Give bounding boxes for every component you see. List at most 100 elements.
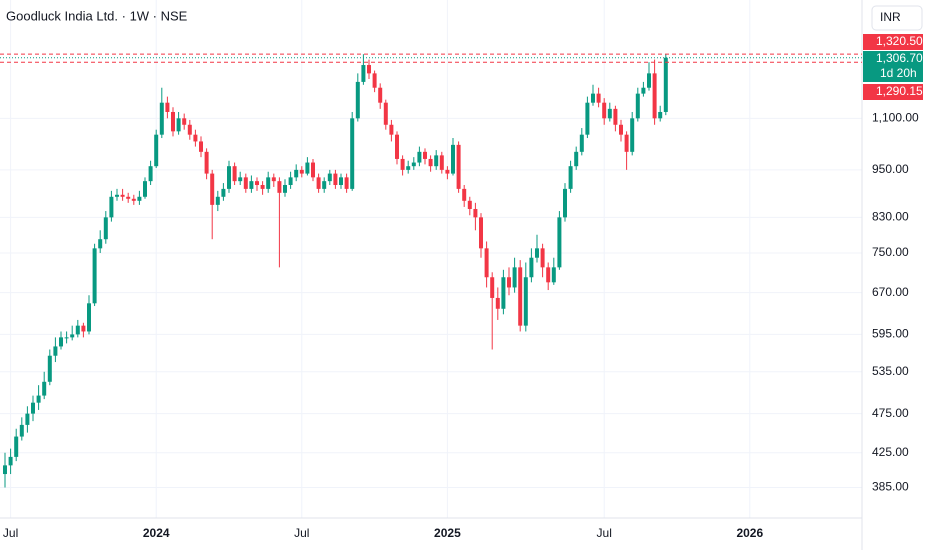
candle-body [120, 194, 125, 197]
candle-body [47, 355, 52, 382]
candle-body [557, 217, 562, 268]
candle-body [316, 177, 321, 189]
candle-body [327, 173, 332, 182]
candle-body [518, 267, 523, 326]
candle-body [311, 162, 315, 178]
candle-body [574, 151, 579, 167]
candle-body [232, 166, 237, 182]
candle-body [75, 325, 80, 335]
candle-body [255, 181, 259, 185]
price-label: 1,306.70 [876, 51, 923, 65]
price-label-box [863, 51, 923, 67]
candle-body [585, 102, 590, 135]
candle-body [305, 162, 310, 174]
candle-body [87, 303, 91, 332]
candle-body [131, 198, 136, 201]
x-tick-label: Jul [294, 526, 309, 540]
candle-body [652, 73, 657, 119]
candle-body [551, 267, 556, 283]
candle-body [596, 93, 601, 103]
countdown: 1d 20h [880, 66, 917, 80]
candle-body [602, 102, 607, 119]
candle-body [333, 173, 338, 185]
x-tick-label: Jul [597, 526, 612, 540]
candle-body [568, 166, 573, 189]
y-tick-label: 425.00 [872, 445, 909, 459]
candle-body [299, 169, 304, 174]
candle-body [467, 200, 472, 209]
candle-body [171, 111, 175, 132]
candle-body [8, 456, 13, 466]
candle-body [529, 257, 534, 278]
currency[interactable]: INR [880, 10, 901, 24]
candle-body [445, 169, 450, 174]
candle-body [641, 87, 646, 94]
y-tick-label: 830.00 [872, 210, 909, 224]
candle-body [563, 188, 567, 218]
candle-body [42, 381, 47, 396]
currency-button[interactable] [871, 5, 923, 31]
candle-body [64, 337, 69, 339]
candle-body [103, 217, 108, 240]
candle-body [14, 436, 19, 457]
x-tick-label: 2026 [736, 526, 763, 540]
candle-body [70, 334, 75, 338]
candle-body [36, 395, 41, 403]
candle-body [148, 166, 153, 182]
candle-body [406, 166, 411, 170]
candle-body [294, 169, 299, 178]
candle-body [322, 181, 327, 189]
candle-body [624, 134, 629, 152]
candle-body [367, 65, 371, 74]
candle-body [215, 196, 220, 205]
candle-body [98, 239, 103, 249]
candle-body [372, 73, 377, 88]
price-label-box [863, 84, 923, 100]
candle-body [3, 465, 7, 475]
x-tick-label: 2025 [434, 526, 461, 540]
candle-body [238, 177, 243, 182]
candle-body [439, 155, 444, 170]
candle-body [339, 177, 343, 185]
candle-body [546, 267, 551, 283]
candle-body [260, 184, 265, 189]
candle-body [400, 158, 405, 170]
candle-body [283, 184, 287, 193]
x-tick-label: Jul [3, 526, 18, 540]
candle-body [647, 73, 651, 88]
candle-body [126, 196, 131, 199]
candle-body [507, 277, 511, 288]
candle-body [243, 177, 248, 189]
candle-body [630, 118, 635, 152]
y-tick-label: 535.00 [872, 364, 909, 378]
candle-body [607, 108, 612, 119]
candle-body [591, 93, 595, 103]
candle-body [59, 337, 63, 347]
candle-body [176, 118, 181, 132]
candle-body [484, 248, 489, 278]
candle-body [490, 277, 495, 298]
candle-body [227, 166, 231, 189]
candle-body [501, 277, 506, 309]
candle-body [31, 402, 35, 414]
candle-body [619, 124, 623, 135]
candle-body [479, 217, 483, 249]
candle-body [417, 151, 422, 163]
candle-body [355, 81, 360, 119]
candle-body [428, 158, 433, 167]
x-tick-label: 2024 [143, 526, 170, 540]
candle-body [361, 65, 366, 82]
candle-body [411, 162, 416, 167]
candle-body [462, 188, 467, 201]
candle-body [473, 208, 478, 218]
candle-body [53, 346, 58, 356]
y-tick-label: 595.00 [872, 327, 909, 341]
candle-body [25, 413, 30, 425]
y-tick-label: 385.00 [872, 480, 909, 494]
candle-body [154, 134, 159, 167]
candle-body [535, 248, 539, 258]
candle-body [19, 424, 24, 437]
candle-body [143, 181, 147, 197]
